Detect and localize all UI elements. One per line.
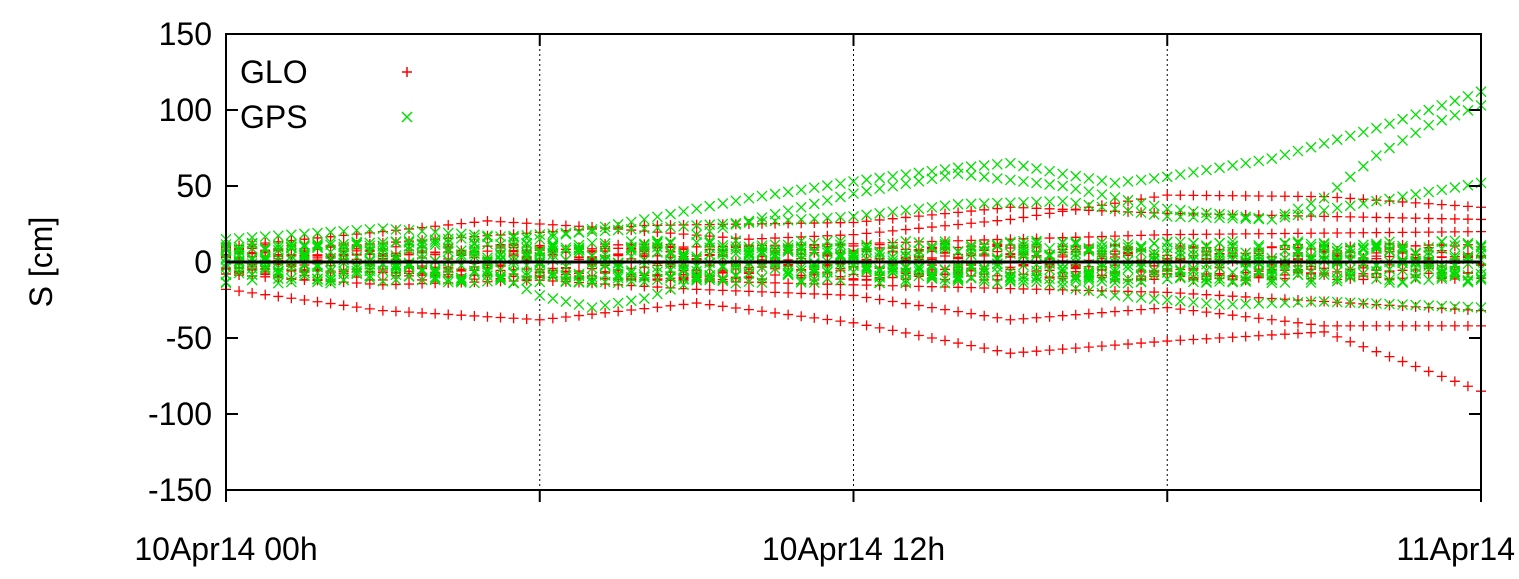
- x-tick-label: 10Apr14 12h: [762, 531, 945, 567]
- y-tick-label: 150: [159, 16, 212, 52]
- legend: GLO GPS: [240, 54, 413, 135]
- x-tick-label: 10Apr14 00h: [134, 531, 317, 567]
- y-tick-label: -50: [166, 320, 212, 356]
- grid-layer: [539, 34, 1168, 490]
- legend-marker-glo: [402, 67, 412, 77]
- y-tick-label: 100: [159, 92, 212, 128]
- axes-layer: 150 100 50 0 -50 -100 -150 10Apr14 00h 10Apr14 1…: [134, 16, 1515, 567]
- legend-label-glo: GLO: [240, 54, 308, 90]
- x-tick-label: 11Apr14: [1396, 531, 1515, 567]
- legend-marker-gps: [401, 111, 413, 123]
- legend-label-gps: GPS: [240, 99, 308, 135]
- y-tick-label: -150: [148, 472, 212, 508]
- y-axis-label: S [cm]: [23, 217, 59, 308]
- y-tick-label: 0: [194, 244, 212, 280]
- y-tick-label: -100: [148, 396, 212, 432]
- y-tick-label: 50: [176, 168, 212, 204]
